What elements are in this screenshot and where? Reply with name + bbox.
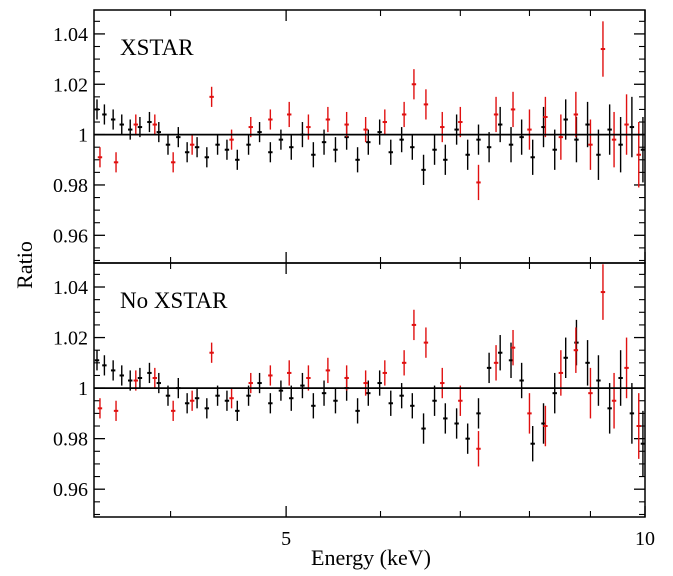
y-axis-label: Ratio <box>12 241 37 289</box>
y-tick-label: 1 <box>78 125 88 147</box>
y-tick-label: 0.96 <box>53 225 88 247</box>
plot-frame <box>93 262 646 518</box>
y-tick-label: 1.04 <box>53 277 88 299</box>
x-axis-label: Energy (keV) <box>311 545 431 570</box>
x-tick-label: 10 <box>635 528 655 550</box>
y-tick-label: 1.04 <box>53 24 88 46</box>
y-tick-label: 1.02 <box>53 74 88 96</box>
y-tick-label: 0.96 <box>53 479 88 501</box>
y-tick-label: 1 <box>78 378 88 400</box>
y-tick-label: 0.98 <box>53 175 88 197</box>
x-tick-label: 5 <box>281 528 291 550</box>
panel-label: No XSTAR <box>120 288 228 313</box>
panel-label: XSTAR <box>120 35 194 60</box>
y-tick-label: 0.98 <box>53 429 88 451</box>
panel-xstar: 0.96 0.98 1 1.02 1.04 XSTAR <box>53 9 646 264</box>
panel-no-xstar: 0.96 0.98 1 1.02 1.04 5 10 No XSTAR <box>53 262 655 550</box>
y-tick-label: 1.02 <box>53 328 88 350</box>
